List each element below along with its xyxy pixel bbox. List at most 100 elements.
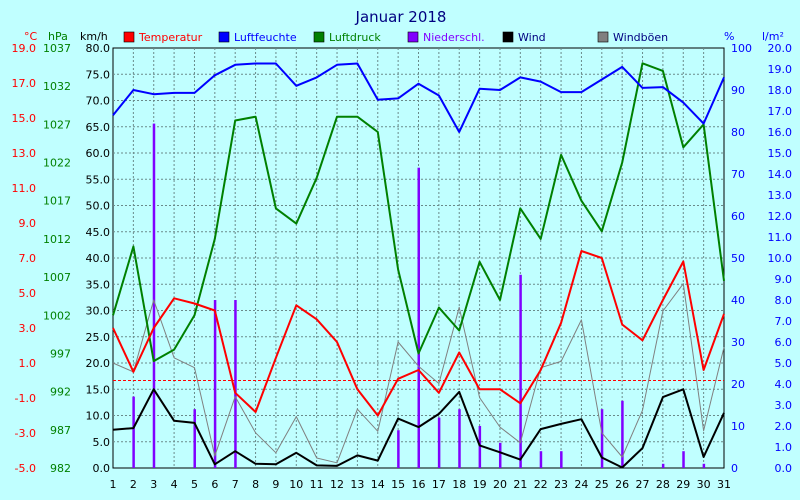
legend-label-gust: Windböen bbox=[613, 31, 668, 44]
precip-tick-label: 16.0 bbox=[768, 126, 793, 139]
precip-bar bbox=[417, 167, 420, 468]
chart-title: Januar 2018 bbox=[355, 8, 447, 26]
pressure-tick-label: 1002 bbox=[43, 309, 71, 322]
plot-area bbox=[112, 47, 725, 469]
pressure-tick-label: 1017 bbox=[43, 195, 71, 208]
precip-tick-label: 4.0 bbox=[775, 378, 793, 391]
x-tick-label: 26 bbox=[615, 478, 629, 491]
pressure-tick-label: 1027 bbox=[43, 118, 71, 131]
wind-tick-label: 20.0 bbox=[86, 357, 111, 370]
humidity-tick-label: 0 bbox=[731, 462, 738, 475]
pressure-unit-label: hPa bbox=[48, 30, 68, 43]
precip-tick-label: 15.0 bbox=[768, 147, 793, 160]
wind-tick-label: 40.0 bbox=[86, 252, 111, 265]
precip-tick-label: 8.0 bbox=[775, 294, 793, 307]
humidity-tick-label: 70 bbox=[731, 168, 745, 181]
wind-tick-label: 0.0 bbox=[93, 462, 111, 475]
x-tick-label: 11 bbox=[310, 478, 324, 491]
temp-tick-label: 15.0 bbox=[12, 112, 37, 125]
precip-tick-label: 18.0 bbox=[768, 84, 793, 97]
legend-swatch-temp bbox=[123, 31, 135, 43]
precip-tick-label: 19.0 bbox=[768, 63, 793, 76]
pressure-tick-label: 1037 bbox=[43, 42, 71, 55]
legend-label-wind: Wind bbox=[518, 31, 546, 44]
precip-bar bbox=[702, 463, 706, 468]
humidity-unit-label: % bbox=[724, 30, 734, 43]
humidity-tick-label: 60 bbox=[731, 210, 745, 223]
x-tick-label: 23 bbox=[554, 478, 568, 491]
x-tick-label: 27 bbox=[636, 478, 650, 491]
pressure-tick-label: 987 bbox=[50, 424, 71, 437]
humidity-tick-label: 30 bbox=[731, 336, 745, 349]
wind-tick-label: 50.0 bbox=[86, 200, 111, 213]
temp-tick-label: 19.0 bbox=[12, 42, 37, 55]
x-tick-label: 17 bbox=[432, 478, 446, 491]
temp-unit-label: °C bbox=[24, 30, 38, 43]
precip-tick-label: 11.0 bbox=[768, 231, 793, 244]
precip-bar bbox=[458, 409, 461, 468]
x-tick-label: 25 bbox=[595, 478, 609, 491]
temp-tick-label: 1.0 bbox=[19, 357, 37, 370]
axes: 1 2 3 4 5 6 7 8 9 10 11 12 13 14 15 16 17 18 19 20 21 22 23 24 2… bbox=[12, 30, 793, 491]
humidity-tick-label: 10 bbox=[731, 420, 745, 433]
x-tick-label: 30 bbox=[697, 478, 711, 491]
wind-tick-label: 5.0 bbox=[93, 436, 111, 449]
wind-tick-label: 55.0 bbox=[86, 173, 111, 186]
x-tick-label: 24 bbox=[574, 478, 588, 491]
precip-bar bbox=[661, 463, 665, 468]
x-tick-label: 21 bbox=[513, 478, 527, 491]
wind-tick-label: 15.0 bbox=[86, 383, 111, 396]
wind-line bbox=[112, 388, 725, 469]
x-tick-label: 16 bbox=[412, 478, 426, 491]
legend-swatch-pressure bbox=[313, 31, 325, 43]
gust-line bbox=[112, 283, 725, 464]
x-tick-label: 12 bbox=[330, 478, 344, 491]
legend: Temperatur Luftfeuchte Luftdruck Niederschl… bbox=[123, 31, 668, 44]
wind-tick-label: 70.0 bbox=[86, 95, 111, 108]
precip-tick-label: 2.0 bbox=[775, 420, 793, 433]
x-tick-label: 6 bbox=[211, 478, 218, 491]
legend-label-humidity: Luftfeuchte bbox=[234, 31, 297, 44]
x-tick-label: 22 bbox=[534, 478, 548, 491]
x-tick-label: 9 bbox=[272, 478, 279, 491]
pressure-tick-label: 1007 bbox=[43, 271, 71, 284]
precip-tick-label: 6.0 bbox=[775, 336, 793, 349]
precip-tick-label: 14.0 bbox=[768, 168, 793, 181]
humidity-tick-label: 80 bbox=[731, 126, 745, 139]
precip-bar bbox=[152, 123, 156, 468]
precip-bar bbox=[437, 417, 441, 468]
temp-tick-label: 9.0 bbox=[19, 217, 37, 230]
precip-bar bbox=[519, 274, 522, 468]
x-tick-label: 5 bbox=[191, 478, 198, 491]
precip-tick-label: 9.0 bbox=[775, 273, 793, 286]
precip-tick-label: 1.0 bbox=[775, 441, 793, 454]
temp-tick-label: -3.0 bbox=[15, 427, 36, 440]
precip-tick-label: 12.0 bbox=[768, 210, 793, 223]
precip-bar bbox=[498, 442, 502, 468]
x-tick-label: 15 bbox=[391, 478, 405, 491]
wind-tick-label: 30.0 bbox=[86, 305, 111, 318]
wind-tick-label: 65.0 bbox=[86, 121, 111, 134]
precip-tick-label: 17.0 bbox=[768, 105, 793, 118]
pressure-tick-label: 1022 bbox=[43, 157, 71, 170]
x-tick-label: 18 bbox=[452, 478, 466, 491]
temp-tick-label: -1.0 bbox=[15, 392, 36, 405]
x-tick-label: 1 bbox=[110, 478, 117, 491]
humidity-line bbox=[112, 62, 725, 133]
x-tick-label: 8 bbox=[252, 478, 259, 491]
precip-tick-label: 3.0 bbox=[775, 399, 793, 412]
x-tick-label: 20 bbox=[493, 478, 507, 491]
x-tick-label: 10 bbox=[289, 478, 303, 491]
precip-tick-label: 13.0 bbox=[768, 189, 793, 202]
temp-tick-label: 11.0 bbox=[12, 182, 37, 195]
temp-tick-label: 3.0 bbox=[19, 322, 37, 335]
precip-bar bbox=[478, 426, 482, 468]
precip-bar bbox=[560, 451, 563, 468]
precip-bar bbox=[132, 396, 135, 468]
legend-swatch-wind bbox=[502, 31, 514, 43]
wind-unit-label: km/h bbox=[80, 30, 108, 43]
temp-line bbox=[112, 250, 725, 417]
temp-tick-label: 7.0 bbox=[19, 252, 37, 265]
x-tick-label: 31 bbox=[717, 478, 731, 491]
legend-swatch-precip bbox=[407, 31, 419, 43]
